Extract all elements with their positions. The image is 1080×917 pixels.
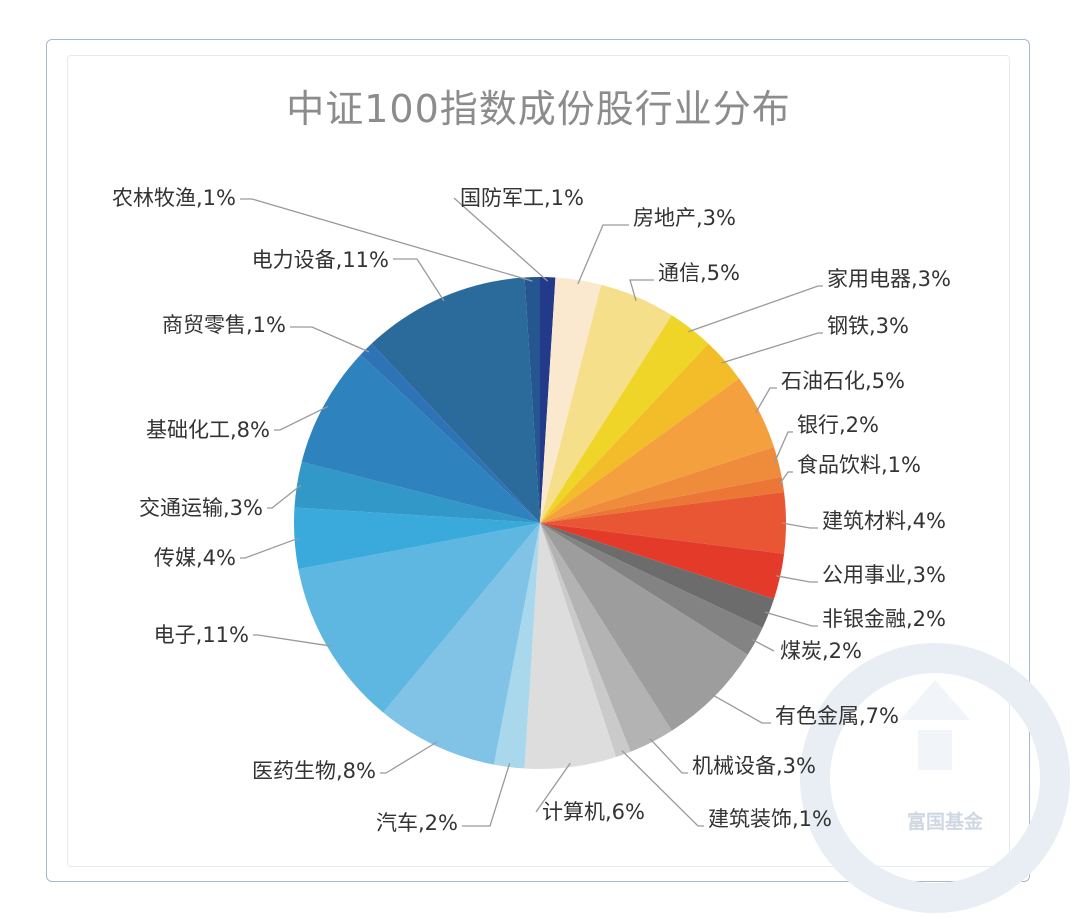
leader-line (393, 258, 445, 302)
slice-label: 建筑材料,4% (822, 509, 946, 533)
slice-label: 医药生物,8% (252, 759, 376, 783)
pie-slice (540, 378, 774, 523)
slice-label: 公用事业,3% (822, 563, 946, 587)
leader-line (462, 762, 511, 827)
leader-line (781, 522, 818, 529)
pie-slice (540, 523, 763, 655)
slice-label: 食品饮料,1% (797, 453, 921, 477)
leader-line (290, 326, 370, 353)
pie-slice (360, 343, 540, 523)
slice-label: 机械设备,3% (692, 754, 816, 778)
pie-slice (294, 507, 540, 570)
leader-line (710, 693, 771, 724)
slice-label: 家用电器,3% (827, 267, 951, 291)
slice-label: 钢铁,3% (827, 314, 909, 338)
leader-line (773, 431, 793, 464)
leader-line (764, 611, 818, 627)
pie-slice (524, 277, 540, 523)
pie-slice (540, 523, 631, 757)
pie-slice (383, 523, 540, 765)
leader-line (453, 197, 549, 282)
pie-slice (540, 523, 672, 752)
slice-label: 电子,11% (154, 623, 249, 647)
leader-line (621, 750, 704, 827)
slice-label: 国防军工,1% (460, 186, 584, 210)
leader-line (755, 387, 777, 414)
chart-panel (67, 55, 1010, 867)
pie-slice (540, 523, 774, 628)
slice-label: 商贸零售,1% (162, 313, 286, 337)
pie-slice (524, 523, 617, 769)
outer-frame (46, 39, 1030, 882)
leader-line (380, 741, 438, 774)
pie-slice (540, 343, 740, 523)
slice-label: 交通运输,3% (139, 496, 263, 520)
pie-slice (540, 277, 556, 523)
slice-label: 电力设备,11% (252, 248, 389, 272)
leader-line (535, 762, 571, 813)
pie-slice (540, 284, 672, 523)
leader-line (240, 537, 299, 559)
leader-line (721, 332, 823, 364)
pie-slice (540, 277, 602, 523)
leader-line (274, 405, 329, 431)
leader-line (577, 224, 629, 285)
pie-slice (540, 315, 709, 523)
leader-line (778, 471, 793, 486)
pie-slice (493, 523, 540, 769)
leader-line (649, 738, 688, 774)
slice-label: 农林牧渔,1% (112, 186, 236, 210)
leader-line (240, 198, 533, 282)
slice-label: 通信,5% (658, 261, 740, 285)
pie-slice (294, 461, 540, 523)
leader-line (253, 634, 332, 647)
slice-label: 房地产,3% (633, 206, 736, 230)
leader-line (751, 639, 775, 652)
slice-label: 建筑装饰,1% (708, 807, 832, 831)
watermark-text: 富国基金 (907, 810, 984, 833)
pie-slice (540, 446, 782, 523)
watermark-logo: 富国基金 (800, 643, 1070, 913)
leader-line (629, 279, 654, 302)
slice-label: 非银金融,2% (822, 607, 946, 631)
leader-line (776, 575, 818, 583)
slice-label: 计算机,6% (542, 800, 645, 824)
pie-slice (540, 476, 785, 523)
slice-label: 银行,2% (797, 413, 879, 437)
slice-label: 基础化工,8% (146, 418, 270, 442)
pie-slice (301, 354, 540, 523)
pie-slice (540, 523, 748, 731)
slice-label: 煤炭,2% (780, 639, 862, 663)
pie-slice (540, 523, 785, 600)
leader-line (267, 484, 302, 509)
slice-label: 传媒,4% (154, 546, 236, 570)
chart-title: 中证100指数成份股行业分布 (286, 87, 791, 131)
pie-slice (298, 523, 540, 713)
leader-line (688, 285, 823, 333)
slice-label: 有色金属,7% (775, 704, 899, 728)
slice-label: 石油石化,5% (781, 369, 905, 393)
pie-slice (540, 492, 786, 554)
pie-slice (371, 277, 540, 523)
slice-label: 汽车,2% (376, 811, 458, 835)
